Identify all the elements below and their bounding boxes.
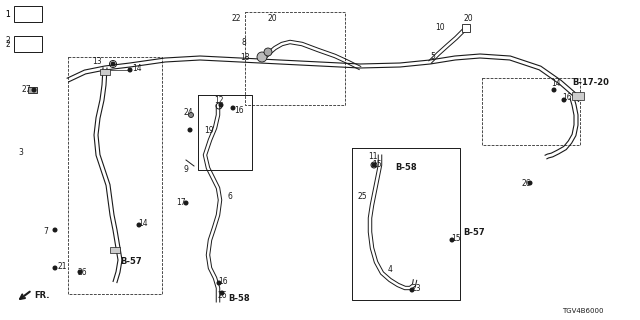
Text: 14: 14 (138, 219, 148, 228)
Text: 2: 2 (5, 40, 10, 49)
Text: 25: 25 (358, 192, 367, 201)
Circle shape (231, 106, 235, 110)
Text: 13: 13 (92, 57, 102, 66)
Text: 15: 15 (372, 160, 381, 169)
Text: 2: 2 (5, 36, 10, 45)
Text: 9: 9 (183, 165, 188, 174)
Bar (110, 247, 120, 253)
Text: 23: 23 (412, 284, 422, 293)
Text: 4: 4 (388, 265, 393, 274)
Bar (462, 24, 470, 32)
Circle shape (184, 201, 188, 205)
Text: 1: 1 (5, 10, 10, 19)
Text: 16: 16 (234, 106, 244, 115)
Text: 3: 3 (18, 148, 23, 157)
Text: 1: 1 (5, 10, 10, 19)
Text: 14: 14 (551, 79, 561, 88)
Bar (14, 6, 42, 22)
Circle shape (372, 163, 376, 167)
Text: 12: 12 (214, 96, 223, 105)
Text: 26: 26 (522, 179, 532, 188)
Text: 14: 14 (132, 64, 141, 73)
Text: B-17-20: B-17-20 (572, 78, 609, 87)
Text: 19: 19 (204, 126, 214, 135)
Text: 15: 15 (451, 234, 461, 243)
Circle shape (410, 288, 414, 292)
Bar (28, 87, 37, 93)
Text: 7: 7 (43, 227, 48, 236)
Text: 24: 24 (184, 108, 194, 117)
Text: 26: 26 (77, 268, 86, 277)
Text: 27: 27 (22, 85, 31, 94)
Circle shape (257, 52, 267, 62)
Text: FR.: FR. (34, 292, 49, 300)
Circle shape (78, 270, 82, 274)
Text: 22: 22 (232, 14, 241, 23)
Text: B-57: B-57 (120, 257, 141, 266)
Text: 16: 16 (218, 277, 228, 286)
Circle shape (217, 281, 221, 285)
Circle shape (32, 88, 36, 92)
Text: 16: 16 (562, 93, 572, 102)
Circle shape (189, 113, 193, 117)
Bar (572, 92, 584, 100)
Text: B-57: B-57 (463, 228, 484, 237)
Text: 11: 11 (368, 152, 378, 161)
Text: 21: 21 (57, 262, 67, 271)
Circle shape (219, 103, 223, 107)
Text: TGV4B6000: TGV4B6000 (562, 308, 604, 314)
Text: 10: 10 (435, 23, 445, 32)
Text: B-58: B-58 (395, 163, 417, 172)
Text: 6: 6 (228, 192, 233, 201)
Circle shape (552, 88, 556, 92)
Circle shape (111, 62, 115, 66)
Circle shape (450, 238, 454, 242)
Text: B-58: B-58 (228, 294, 250, 303)
Text: 20: 20 (268, 14, 278, 23)
Text: 20: 20 (464, 14, 474, 23)
Circle shape (137, 223, 141, 227)
Circle shape (53, 228, 57, 232)
Text: 5: 5 (430, 52, 435, 61)
Circle shape (562, 98, 566, 102)
Circle shape (220, 291, 224, 295)
Text: 17: 17 (176, 198, 186, 207)
Bar (100, 69, 110, 75)
Text: 26: 26 (217, 291, 227, 300)
Circle shape (528, 181, 532, 185)
Bar (14, 36, 42, 52)
Text: 8: 8 (242, 38, 247, 47)
Circle shape (128, 68, 132, 72)
Circle shape (264, 48, 272, 56)
Text: 18: 18 (240, 53, 250, 62)
Circle shape (53, 266, 57, 270)
Circle shape (188, 128, 192, 132)
